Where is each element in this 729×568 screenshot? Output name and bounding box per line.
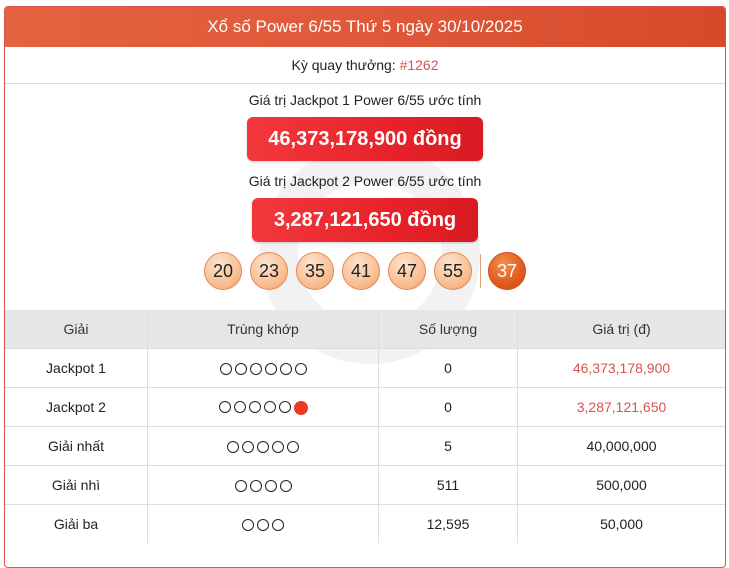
circle-icon bbox=[234, 363, 247, 376]
winner-count: 0 bbox=[378, 348, 518, 388]
prize-value: 500,000 bbox=[517, 465, 725, 505]
match-dots bbox=[147, 504, 379, 543]
jackpot-1-value: 46,373,178,900 đồng bbox=[247, 117, 483, 161]
jackpot-1-label: Giá trị Jackpot 1 Power 6/55 ước tính bbox=[248, 92, 482, 108]
table-row: Giải ba 12,595 50,000 bbox=[5, 504, 725, 543]
prize-value: 50,000 bbox=[517, 504, 725, 543]
prize-value: 3,287,121,650 bbox=[517, 387, 725, 427]
match-dots bbox=[147, 426, 379, 466]
circle-icon bbox=[249, 363, 262, 376]
prize-name: Jackpot 1 bbox=[5, 348, 148, 388]
col-header-match: Trùng khớp bbox=[147, 310, 379, 349]
col-header-value: Giá trị (đ) bbox=[517, 310, 725, 349]
number-ball: 20 bbox=[204, 252, 242, 290]
circle-icon bbox=[233, 401, 246, 414]
draw-id-link[interactable]: #1262 bbox=[399, 57, 439, 73]
prize-name: Giải ba bbox=[5, 504, 148, 543]
match-indicator bbox=[234, 480, 292, 493]
circle-icon bbox=[272, 441, 284, 454]
match-dots bbox=[147, 465, 379, 505]
divider bbox=[480, 254, 481, 288]
circle-icon bbox=[294, 363, 307, 376]
number-ball: 23 bbox=[250, 252, 288, 290]
circle-icon bbox=[287, 441, 299, 454]
circle-icon bbox=[263, 401, 276, 414]
prize-value: 46,373,178,900 bbox=[517, 348, 725, 388]
circle-icon bbox=[219, 363, 232, 376]
winning-numbers: 20 23 35 41 47 55 37 bbox=[5, 252, 725, 290]
jackpot-2-label: Giá trị Jackpot 2 Power 6/55 ước tính bbox=[248, 173, 482, 189]
circle-icon bbox=[218, 401, 231, 414]
prize-name: Giải nhất bbox=[5, 426, 148, 466]
draw-label: Kỳ quay thưởng: bbox=[291, 57, 400, 73]
prize-name: Giải nhì bbox=[5, 465, 148, 505]
table-row: Jackpot 1 0 46,373,178,900 bbox=[5, 348, 725, 388]
circle-icon bbox=[257, 519, 269, 532]
col-header-prize: Giải bbox=[5, 310, 148, 349]
winner-count: 511 bbox=[378, 465, 518, 505]
circle-icon bbox=[278, 401, 291, 414]
col-header-count: Số lượng bbox=[378, 310, 518, 349]
winner-count: 5 bbox=[378, 426, 518, 466]
circle-icon bbox=[279, 480, 292, 493]
page-title: Xổ số Power 6/55 Thứ 5 ngày 30/10/2025 bbox=[5, 7, 725, 47]
circle-icon bbox=[264, 363, 277, 376]
table-row: Jackpot 2 0 3,287,121,650 bbox=[5, 387, 725, 427]
circle-icon bbox=[257, 441, 269, 454]
table-row: Giải nhất 5 40,000,000 bbox=[5, 426, 725, 466]
match-indicator bbox=[219, 363, 307, 376]
match-indicator bbox=[227, 441, 299, 454]
circle-icon bbox=[264, 480, 277, 493]
circle-icon bbox=[279, 363, 292, 376]
circle-icon bbox=[272, 519, 284, 532]
winner-count: 0 bbox=[378, 387, 518, 427]
number-ball: 41 bbox=[342, 252, 380, 290]
match-dots bbox=[147, 387, 379, 427]
match-indicator bbox=[242, 519, 284, 532]
jackpot-2-value: 3,287,121,650 đồng bbox=[252, 198, 478, 242]
circle-icon bbox=[248, 401, 261, 414]
prize-name: Jackpot 2 bbox=[5, 387, 148, 427]
circle-icon bbox=[249, 480, 262, 493]
number-ball: 55 bbox=[434, 252, 472, 290]
number-ball: 47 bbox=[388, 252, 426, 290]
match-indicator bbox=[218, 401, 308, 416]
table-row: Giải nhì 511 500,000 bbox=[5, 465, 725, 505]
power-dot-icon bbox=[293, 401, 308, 416]
lottery-result-card: Xổ số Power 6/55 Thứ 5 ngày 30/10/2025 K… bbox=[4, 6, 726, 568]
circle-icon bbox=[242, 519, 254, 532]
number-ball: 35 bbox=[296, 252, 334, 290]
circle-icon bbox=[227, 441, 239, 454]
match-dots bbox=[147, 348, 379, 388]
draw-number-row: Kỳ quay thưởng: #1262 bbox=[5, 47, 725, 84]
jackpot-area: Giá trị Jackpot 1 Power 6/55 ước tính 46… bbox=[5, 84, 725, 364]
prize-table: Giải Trùng khớp Số lượng Giá trị (đ) Jac… bbox=[5, 310, 725, 543]
circle-icon bbox=[234, 480, 247, 493]
prize-value: 40,000,000 bbox=[517, 426, 725, 466]
winner-count: 12,595 bbox=[378, 504, 518, 543]
power-ball: 37 bbox=[488, 252, 526, 290]
table-header-row: Giải Trùng khớp Số lượng Giá trị (đ) bbox=[5, 310, 725, 349]
circle-icon bbox=[242, 441, 254, 454]
